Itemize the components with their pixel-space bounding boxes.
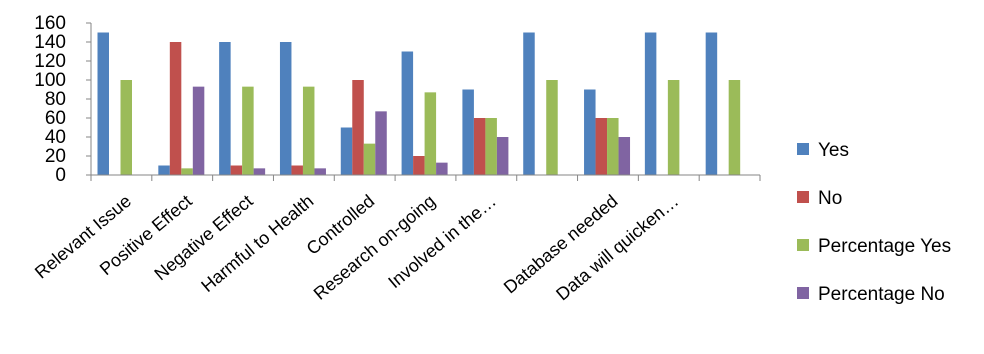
- y-tick-label: 100: [34, 70, 66, 91]
- legend-swatch: [797, 191, 809, 203]
- bar-yes: [401, 51, 414, 175]
- bar-percentage-no: [436, 162, 448, 175]
- legend-label: Percentage Yes: [818, 236, 951, 257]
- bar-no: [595, 118, 608, 175]
- y-tick-label: 80: [45, 89, 66, 110]
- legend-label: No: [818, 188, 842, 209]
- y-tick-label: 40: [45, 127, 66, 148]
- legend-swatch: [797, 143, 809, 155]
- bar-no: [352, 80, 364, 175]
- bar-percentage-no: [375, 111, 387, 175]
- legend-swatch: [797, 287, 809, 299]
- bar-percentage-yes: [728, 80, 741, 175]
- bar-percentage-yes: [546, 80, 558, 175]
- bar-yes: [705, 32, 718, 175]
- bar-percentage-yes: [424, 92, 437, 175]
- bar-percentage-yes: [485, 118, 497, 175]
- x-tick-label: Harmful to Health: [197, 191, 317, 296]
- bar-percentage-yes: [242, 86, 254, 175]
- legend-label: Yes: [818, 140, 849, 161]
- y-tick-label: 140: [34, 32, 66, 53]
- bar-yes: [279, 42, 292, 175]
- y-tick-label: 20: [45, 146, 66, 167]
- bar-percentage-no: [314, 168, 326, 175]
- y-tick-label: 120: [34, 51, 66, 72]
- bar-no: [291, 165, 303, 175]
- y-tick-label: 0: [55, 165, 66, 186]
- bar-percentage-yes: [120, 80, 132, 175]
- bar-percentage-yes: [363, 143, 376, 175]
- y-tick-label: 60: [45, 108, 66, 129]
- x-tick-label: Involved in the…: [384, 191, 500, 293]
- bar-percentage-no: [496, 137, 509, 175]
- bar-no: [413, 156, 425, 175]
- bar-percentage-no: [192, 86, 205, 175]
- bar-yes: [462, 89, 474, 175]
- bar-percentage-yes: [181, 168, 193, 175]
- bar-no: [169, 42, 182, 175]
- bars: [97, 32, 741, 175]
- bar-yes: [644, 32, 657, 175]
- bar-yes: [523, 32, 535, 175]
- bar-yes: [97, 32, 109, 175]
- bar-percentage-yes: [302, 86, 315, 175]
- bar-percentage-no: [618, 137, 631, 175]
- bar-percentage-yes: [667, 80, 680, 175]
- y-tick-label: 160: [34, 13, 66, 34]
- legend-label: Percentage No: [818, 284, 945, 305]
- bar-yes: [158, 165, 170, 175]
- legend-swatch: [797, 239, 809, 251]
- bar-yes: [219, 42, 231, 175]
- bar-yes: [584, 89, 596, 175]
- bar-percentage-yes: [607, 118, 619, 175]
- bar-yes: [340, 127, 353, 175]
- bar-percentage-no: [253, 168, 266, 175]
- legend: Yes No Percentage Yes Percentage No: [797, 140, 951, 305]
- bar-no: [473, 118, 486, 175]
- bar-no: [230, 165, 243, 175]
